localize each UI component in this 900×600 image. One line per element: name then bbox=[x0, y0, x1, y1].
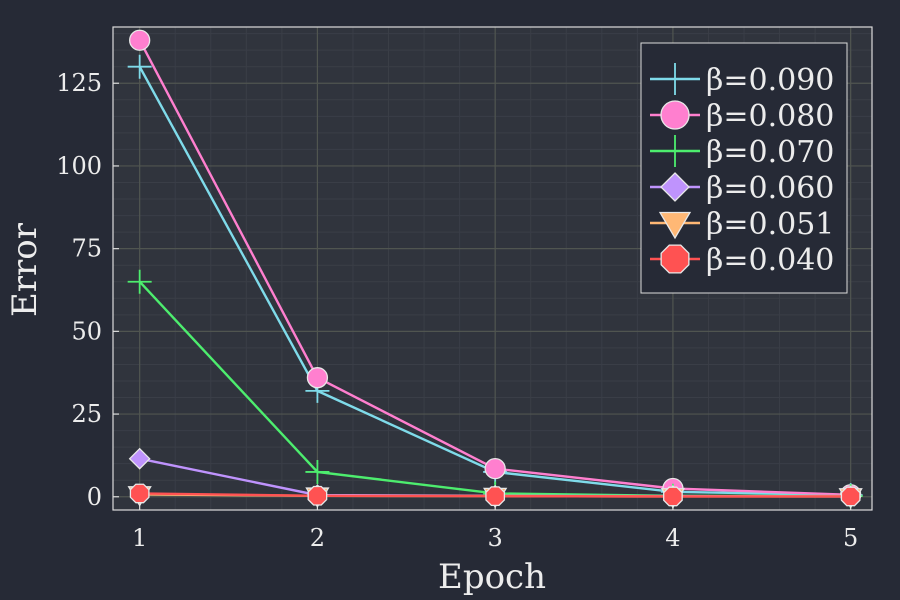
y-tick-label: 125 bbox=[56, 69, 102, 97]
legend-label: β=0.040 bbox=[706, 243, 834, 278]
series-marker bbox=[305, 459, 330, 484]
legend-entry: β=0.051 bbox=[650, 207, 834, 242]
series-layer bbox=[127, 29, 863, 509]
series-marker bbox=[659, 63, 691, 95]
x-axis-title: Epoch bbox=[438, 557, 546, 597]
y-tick-label: 0 bbox=[87, 483, 102, 511]
plot-frame bbox=[112, 26, 873, 511]
legend-entry: β=0.080 bbox=[650, 99, 834, 134]
legend-label: β=0.080 bbox=[706, 99, 834, 134]
legend-label: β=0.090 bbox=[706, 63, 834, 98]
legend: β=0.090β=0.080β=0.070β=0.060β=0.051β=0.0… bbox=[640, 42, 848, 294]
series-marker bbox=[660, 244, 690, 274]
y-tick-label: 50 bbox=[71, 317, 102, 345]
legend-label: β=0.051 bbox=[706, 207, 834, 242]
series-marker bbox=[129, 483, 150, 504]
series-marker bbox=[484, 457, 506, 480]
y-axis-title: Error bbox=[5, 222, 45, 317]
series-marker bbox=[306, 367, 329, 389]
x-tick-label: 5 bbox=[843, 524, 858, 552]
series-marker bbox=[128, 447, 151, 470]
legend-entry: β=0.090 bbox=[650, 63, 834, 98]
y-tick-label: 100 bbox=[56, 152, 102, 180]
legend-label: β=0.070 bbox=[706, 135, 834, 170]
series-marker bbox=[307, 485, 328, 506]
y-tick-label: 25 bbox=[71, 400, 102, 428]
x-tick-label: 4 bbox=[665, 524, 680, 552]
y-axis-ticks: 0 25 50 75 100 125 bbox=[56, 69, 119, 511]
series-marker bbox=[840, 486, 861, 507]
x-axis-ticks: 1 2 3 4 5 bbox=[132, 504, 858, 552]
series-marker bbox=[127, 269, 152, 294]
y-tick-label: 75 bbox=[71, 235, 102, 263]
series-marker bbox=[485, 486, 506, 506]
series-marker bbox=[127, 54, 152, 79]
series-marker bbox=[660, 100, 690, 130]
x-tick-label: 2 bbox=[310, 524, 325, 552]
legend-label: β=0.060 bbox=[706, 171, 834, 206]
legend-entry: β=0.040 bbox=[650, 243, 834, 278]
series-marker bbox=[129, 29, 151, 51]
x-tick-label: 3 bbox=[488, 524, 503, 552]
series-marker bbox=[663, 486, 683, 507]
x-tick-label: 1 bbox=[132, 524, 147, 552]
series-β=0.040 bbox=[129, 483, 861, 507]
series-marker bbox=[660, 172, 690, 202]
legend-entry: β=0.060 bbox=[650, 171, 834, 206]
series-marker bbox=[658, 211, 692, 240]
series-marker bbox=[659, 135, 691, 167]
legend-entry: β=0.070 bbox=[650, 135, 834, 170]
